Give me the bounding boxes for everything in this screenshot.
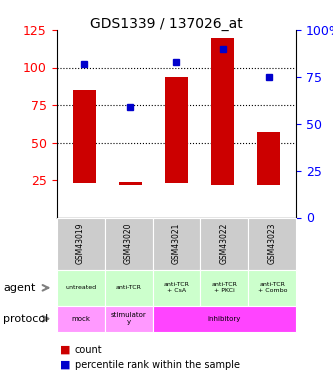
- Text: count: count: [75, 345, 103, 355]
- Text: GDS1339 / 137026_at: GDS1339 / 137026_at: [90, 17, 243, 31]
- Bar: [257, 132, 280, 184]
- Text: anti-TCR
+ CsA: anti-TCR + CsA: [164, 282, 189, 293]
- Text: percentile rank within the sample: percentile rank within the sample: [75, 360, 240, 370]
- Text: GSM43020: GSM43020: [124, 223, 133, 264]
- Text: protocol: protocol: [3, 314, 49, 324]
- Text: ■: ■: [60, 345, 71, 355]
- Text: GSM43021: GSM43021: [172, 223, 181, 264]
- Text: mock: mock: [71, 316, 90, 322]
- Bar: [73, 90, 96, 183]
- Text: GSM43023: GSM43023: [268, 223, 277, 264]
- Text: stimulator
y: stimulator y: [111, 312, 147, 325]
- Bar: [165, 76, 188, 183]
- Text: untreated: untreated: [65, 285, 96, 290]
- Text: inhibitory: inhibitory: [208, 316, 241, 322]
- Bar: [211, 38, 234, 184]
- Text: anti-TCR: anti-TCR: [116, 285, 142, 290]
- Text: ■: ■: [60, 360, 71, 370]
- Text: anti-TCR
+ PKCi: anti-TCR + PKCi: [211, 282, 237, 293]
- Text: GSM43019: GSM43019: [76, 223, 85, 264]
- Text: agent: agent: [3, 283, 36, 293]
- Bar: [119, 182, 142, 184]
- Text: anti-TCR
+ Combo: anti-TCR + Combo: [258, 282, 287, 293]
- Text: GSM43022: GSM43022: [220, 223, 229, 264]
